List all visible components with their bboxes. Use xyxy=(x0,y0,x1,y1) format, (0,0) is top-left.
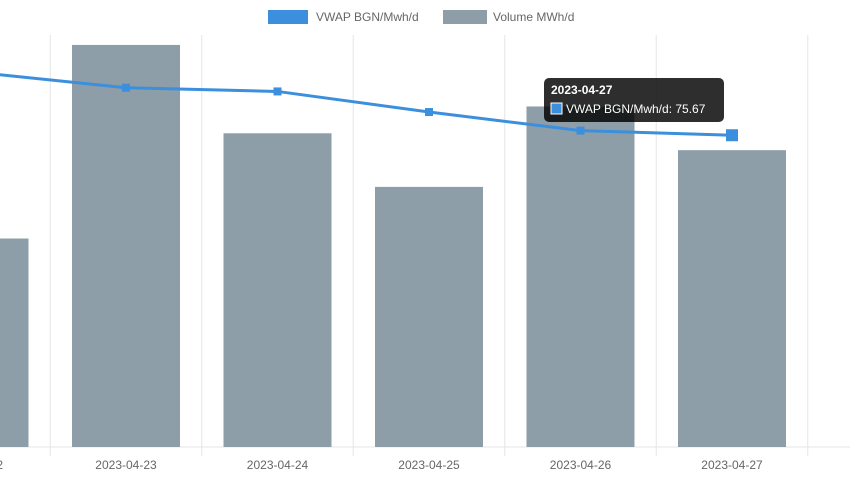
vwap-line-layer xyxy=(0,73,738,142)
tooltip: 2023-04-27 VWAP BGN/Mwh/d: 75.67 xyxy=(544,78,724,122)
x-tick-label: 2023-04-25 xyxy=(398,458,460,472)
legend-label-vwap: VWAP BGN/Mwh/d xyxy=(316,10,419,24)
tooltip-title: 2023-04-27 xyxy=(551,83,613,97)
volume-bar[interactable] xyxy=(72,44,180,448)
vwap-line xyxy=(0,73,733,137)
volume-bars xyxy=(0,44,786,448)
x-tick-label: 2023-04-24 xyxy=(247,458,309,472)
volume-bar[interactable] xyxy=(526,106,635,447)
legend-swatch-volume xyxy=(443,10,487,24)
x-tick-label: 2023-04-26 xyxy=(550,458,612,472)
tooltip-color-swatch xyxy=(550,102,563,115)
x-axis-labels: 2 2023-04-23 2023-04-24 2023-04-25 2023-04-2… xyxy=(0,458,763,472)
x-tick-label: 2023-04-23 xyxy=(95,458,157,472)
vwap-point[interactable] xyxy=(425,108,433,117)
legend: VWAP BGN/Mwh/d Volume MWh/d xyxy=(268,10,574,24)
volume-bar[interactable] xyxy=(0,238,29,447)
x-tick-label: 2 xyxy=(0,458,3,472)
volume-bar[interactable] xyxy=(223,133,332,447)
vwap-point[interactable] xyxy=(122,83,130,92)
legend-swatch-vwap xyxy=(268,10,308,24)
x-tick-label: 2023-04-27 xyxy=(701,458,763,472)
tooltip-box xyxy=(544,78,724,122)
volume-bar[interactable] xyxy=(678,150,786,448)
vwap-point[interactable] xyxy=(273,87,282,96)
vwap-point[interactable] xyxy=(726,129,738,142)
legend-item-volume[interactable]: Volume MWh/d xyxy=(443,10,574,24)
tooltip-label: VWAP BGN/Mwh/d: 75.67 xyxy=(566,102,706,116)
volume-bar[interactable] xyxy=(375,186,483,447)
legend-item-vwap[interactable]: VWAP BGN/Mwh/d xyxy=(268,10,419,24)
vwap-point[interactable] xyxy=(576,126,585,135)
legend-label-volume: Volume MWh/d xyxy=(493,10,574,24)
